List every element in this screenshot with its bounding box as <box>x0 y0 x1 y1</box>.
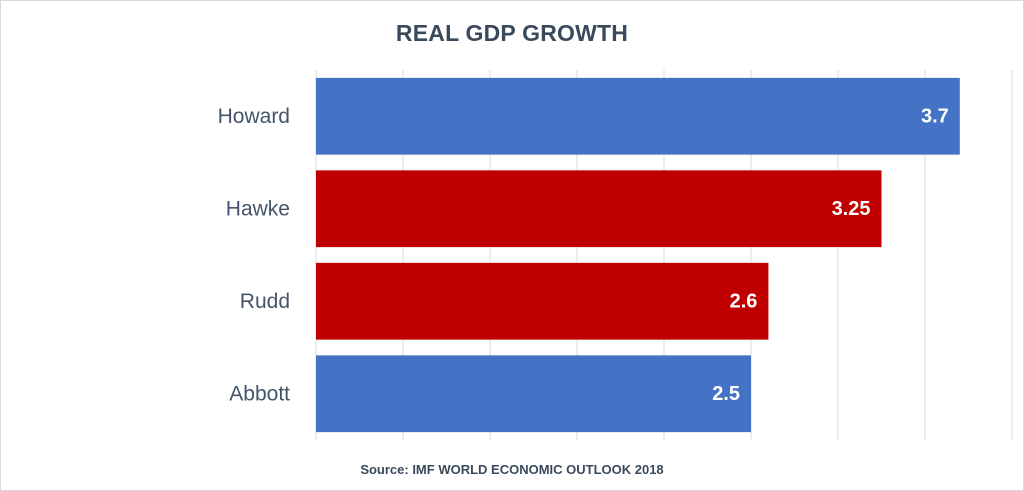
value-label-howard: 3.7 <box>921 105 949 127</box>
value-labels: 3.7 3.25 2.6 2.5 <box>712 105 949 405</box>
bar-howard <box>316 77 960 155</box>
chart-title: REAL GDP GROWTH <box>395 20 629 46</box>
category-label-abbott: Abbott <box>229 382 290 405</box>
bar-hawke <box>316 170 882 248</box>
value-label-rudd: 2.6 <box>730 290 758 312</box>
value-label-abbott: 2.5 <box>712 383 740 405</box>
bar-rudd <box>316 262 769 340</box>
category-label-howard: Howard <box>218 105 290 128</box>
category-label-rudd: Rudd <box>240 290 290 313</box>
bars <box>316 77 960 433</box>
chart-source: Source: IMF WORLD ECONOMIC OUTLOOK 2018 <box>360 462 664 477</box>
bar-abbott <box>316 355 751 433</box>
category-label-hawke: Hawke <box>226 197 290 220</box>
category-labels: Howard Hawke Rudd Abbott <box>218 105 291 406</box>
value-label-hawke: 3.25 <box>832 198 871 220</box>
